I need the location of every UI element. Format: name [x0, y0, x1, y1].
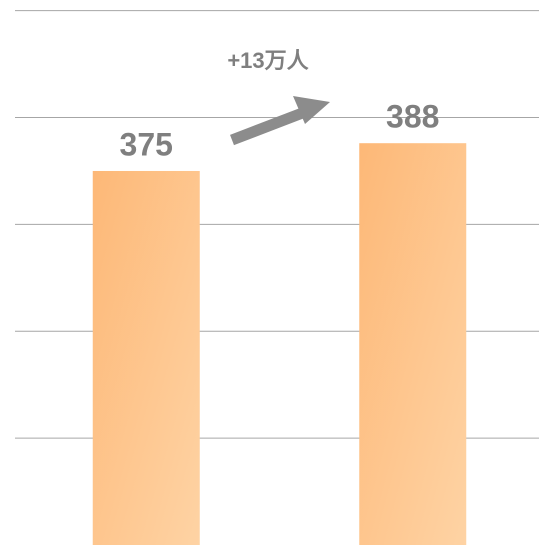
bar [359, 143, 467, 545]
value-label: 375 [120, 126, 173, 162]
value-label: 388 [386, 99, 439, 135]
arrow [230, 96, 330, 146]
annotation: +13万人 [227, 48, 308, 73]
arrow-head [293, 96, 330, 124]
arrow-shaft [230, 106, 307, 146]
bars [92, 143, 467, 545]
bar [92, 170, 200, 545]
